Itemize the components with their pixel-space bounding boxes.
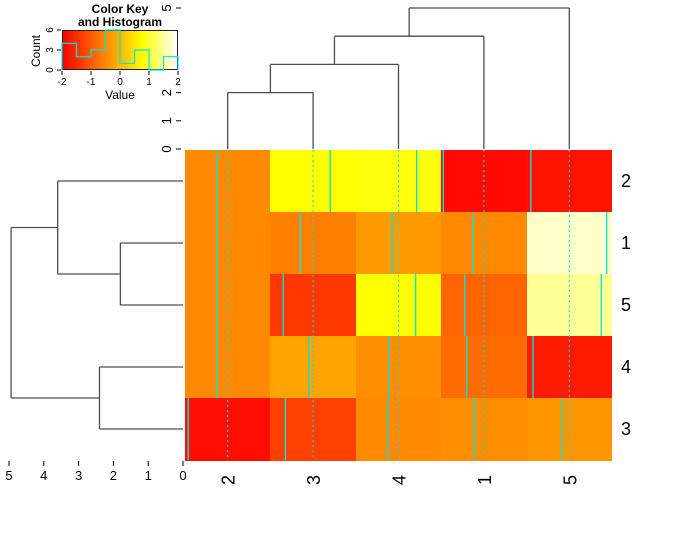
- color-key: Color Key and Histogram Value Count: [0, 0, 691, 120]
- heatmap-cell: [526, 336, 613, 399]
- heatmap-cell: [185, 336, 271, 399]
- color-key-title-line2: and Histogram: [77, 15, 162, 29]
- heatmap-cell: [441, 150, 528, 213]
- heatmap-cell: [355, 212, 442, 275]
- heatmap-cell: [355, 336, 442, 399]
- heatmap-cell: [270, 212, 357, 275]
- heatmap-cell: [185, 212, 271, 275]
- heatmap-cell: [526, 398, 613, 461]
- heatmap-cell: [270, 274, 357, 337]
- color-key-gradient: [62, 30, 178, 70]
- heatmap-cell: [441, 274, 528, 337]
- heatmap-cell: [270, 150, 357, 213]
- heatmap-cell: [185, 274, 271, 337]
- color-key-count-label: Count: [29, 34, 43, 68]
- heatmap-cell: [270, 398, 357, 461]
- heatmap-cell: [355, 398, 442, 461]
- heatmap-cell: [185, 398, 271, 461]
- heatmap-cell: [270, 336, 357, 399]
- heatmap-cell: [355, 150, 442, 213]
- heatmap-cell: [185, 150, 271, 213]
- color-key-title-line1: Color Key: [91, 2, 149, 16]
- heatmap-cell: [526, 274, 613, 337]
- heatmap-cell: [355, 274, 442, 337]
- heatmap-cell: [441, 398, 528, 461]
- heatmap-cell: [441, 336, 528, 399]
- color-key-value-label: Value: [105, 88, 135, 102]
- heatmap-cell: [441, 212, 528, 275]
- heatmap-cell: [526, 212, 613, 275]
- heatmap-cell: [526, 150, 613, 213]
